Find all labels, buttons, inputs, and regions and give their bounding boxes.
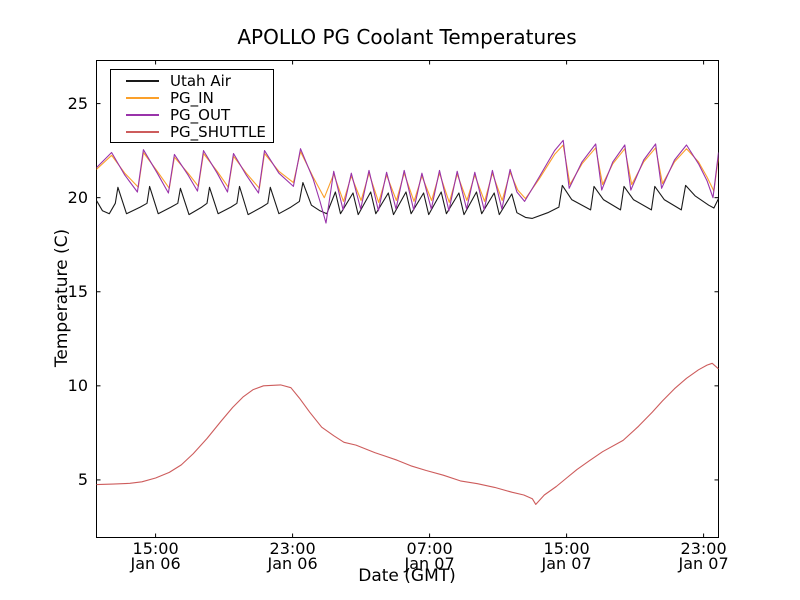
x-tick-label: 23:00 Jan 07 bbox=[659, 539, 749, 573]
y-tick-label: 10 bbox=[67, 375, 88, 395]
x-tick-date: Jan 06 bbox=[130, 553, 181, 573]
x-tick-date: Jan 07 bbox=[541, 553, 592, 573]
series-line-pg-out bbox=[96, 139, 719, 224]
chart-title: APOLLO PG Coolant Temperatures bbox=[237, 25, 577, 49]
series-line-pg-shuttle bbox=[96, 362, 719, 505]
y-tick-label: 5 bbox=[77, 469, 88, 489]
legend-item-pg-in: PG_IN bbox=[111, 88, 273, 107]
x-tick-time: 15:00 bbox=[132, 539, 179, 558]
y-tick-label: 25 bbox=[67, 93, 88, 113]
x-tick-label: 15:00 Jan 07 bbox=[522, 539, 612, 573]
x-tick-label: 15:00 Jan 06 bbox=[111, 539, 201, 573]
x-tick-label: 23:00 Jan 06 bbox=[248, 539, 338, 573]
legend-label: PG_IN bbox=[170, 88, 214, 107]
y-tick-label: 20 bbox=[67, 187, 88, 207]
legend-line-sample bbox=[126, 96, 159, 99]
series-line-pg-in bbox=[96, 144, 719, 203]
x-tick-time: 23:00 bbox=[269, 539, 316, 558]
series-line-utah-air bbox=[96, 182, 719, 219]
legend-label: PG_SHUTTLE bbox=[170, 122, 266, 141]
plot-frame bbox=[96, 60, 719, 538]
x-tick-time: 23:00 bbox=[680, 539, 727, 558]
x-tick-date: Jan 07 bbox=[404, 553, 455, 573]
y-tick-label: 15 bbox=[67, 281, 88, 301]
legend-line-sample bbox=[126, 130, 159, 133]
x-tick-time: 15:00 bbox=[543, 539, 590, 558]
x-tick-time: 07:00 bbox=[406, 539, 453, 558]
legend-item-utah-air: Utah Air bbox=[111, 71, 273, 90]
legend-line-sample bbox=[126, 79, 159, 82]
x-tick-label: 07:00 Jan 07 bbox=[385, 539, 475, 573]
legend-line-sample bbox=[126, 113, 159, 116]
legend-item-pg-shuttle: PG_SHUTTLE bbox=[111, 122, 273, 141]
x-axis-label: Date (GMT) bbox=[358, 566, 456, 586]
x-tick-date: Jan 06 bbox=[267, 553, 318, 573]
legend-label: Utah Air bbox=[170, 71, 231, 90]
legend-item-pg-out: PG_OUT bbox=[111, 105, 273, 124]
legend-label: PG_OUT bbox=[170, 105, 231, 124]
x-tick-date: Jan 07 bbox=[678, 553, 729, 573]
legend: Utah Air PG_IN PG_OUT PG_SHUTTLE bbox=[110, 69, 274, 143]
